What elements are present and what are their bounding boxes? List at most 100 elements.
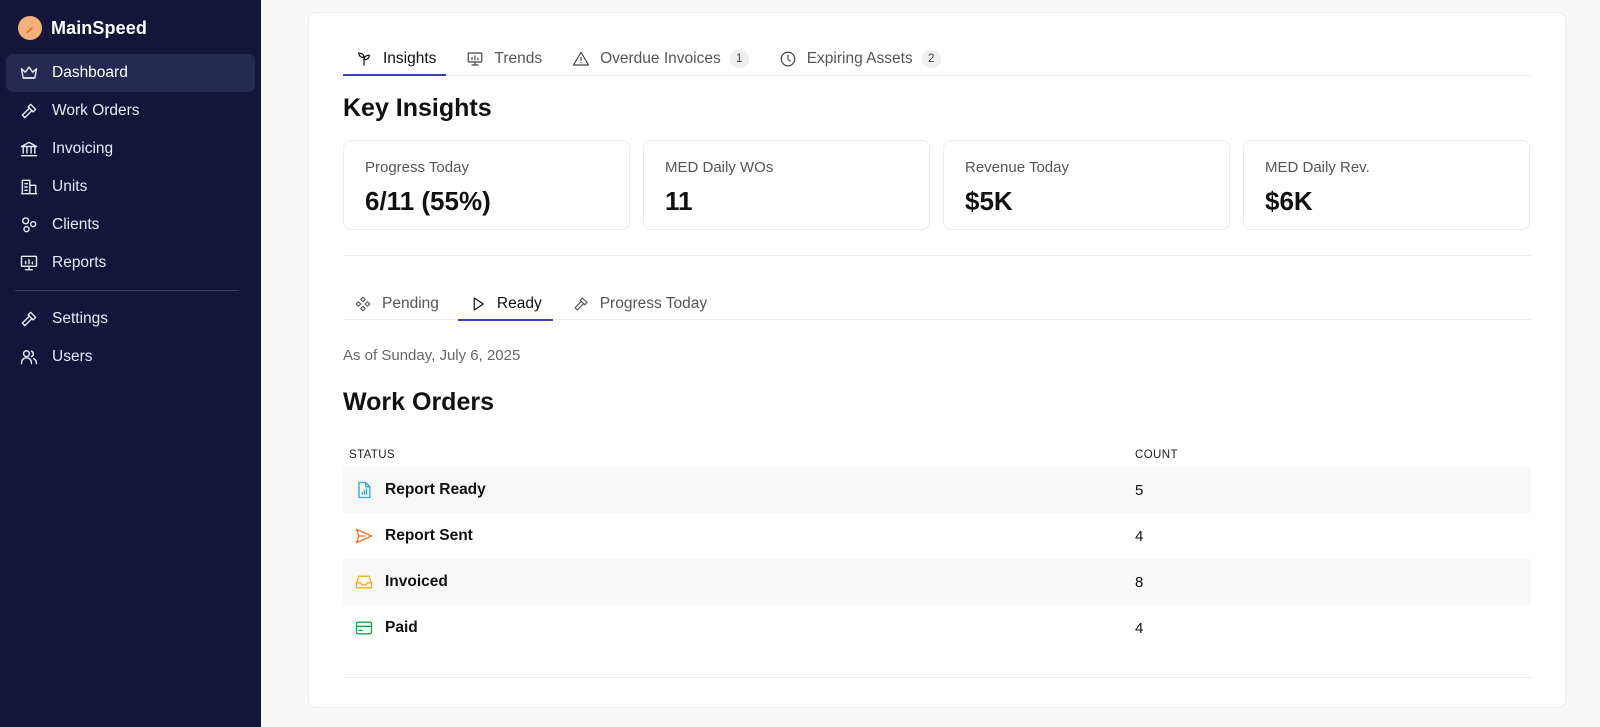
sidebar-nav-bottom: Settings Users: [0, 300, 261, 376]
subtab-label: Progress Today: [599, 294, 708, 312]
tab-label: Trends: [494, 50, 543, 67]
card-inner: Insights Trends Overdue Invoices 1 Expir…: [343, 13, 1531, 678]
status-cell: Invoiced: [343, 572, 1135, 592]
hammer-icon: [19, 309, 39, 329]
stat-value: $5K: [965, 186, 1013, 216]
section-divider: [343, 255, 1531, 256]
send-icon: [355, 528, 373, 544]
stat-value: $6K: [1265, 186, 1313, 216]
subtab-pending[interactable]: Pending: [343, 288, 450, 321]
subtab-progress-today[interactable]: Progress Today: [561, 288, 718, 321]
overdue-count-badge: 1: [729, 50, 749, 68]
stat-value: 6/11 (55%): [365, 186, 491, 216]
crown-icon: [19, 63, 39, 83]
stat-label: Progress Today: [365, 159, 469, 176]
table-row[interactable]: Invoiced 8: [343, 559, 1531, 605]
clock-icon: [780, 51, 796, 67]
status-cell: Paid: [343, 618, 1135, 638]
tab-label: Insights: [383, 50, 437, 67]
sidebar-item-label: Invoicing: [52, 140, 114, 157]
presentation-chart-icon: [468, 52, 483, 66]
stat-card-med-daily-wos: MED Daily WOs 11: [643, 140, 930, 230]
work-orders-table: STATUS COUNT Report Ready 5 Repor: [343, 443, 1531, 678]
tab-insights[interactable]: Insights: [343, 44, 447, 76]
sidebar-item-label: Dashboard: [52, 64, 128, 81]
status-label: Report Ready: [385, 481, 486, 498]
sidebar: MainSpeed Dashboard Work Orders Invoicin…: [0, 0, 261, 727]
sidebar-item-reports[interactable]: Reports: [6, 244, 255, 282]
work-orders-title: Work Orders: [343, 388, 494, 416]
sidebar-item-invoicing[interactable]: Invoicing: [6, 130, 255, 168]
key-insights-title: Key Insights: [343, 94, 492, 122]
count-cell: 5: [1135, 481, 1144, 499]
sidebar-nav: Dashboard Work Orders Invoicing Units: [0, 54, 261, 282]
sidebar-item-units[interactable]: Units: [6, 168, 255, 206]
expiring-count-badge: 2: [921, 50, 941, 68]
stat-label: MED Daily WOs: [665, 159, 774, 176]
stats-row: Progress Today 6/11 (55%) MED Daily WOs …: [343, 140, 1531, 230]
diamond-grid-icon: [355, 296, 371, 311]
tab-label: Expiring Assets: [806, 50, 913, 67]
stat-label: Revenue Today: [965, 159, 1069, 176]
count-cell: 4: [1135, 619, 1144, 637]
sidebar-item-settings[interactable]: Settings: [6, 300, 255, 338]
table-bottom-divider: [343, 677, 1531, 678]
sidebar-item-users[interactable]: Users: [6, 338, 255, 376]
status-cell: Report Sent: [343, 526, 1135, 546]
tab-label: Overdue Invoices: [600, 50, 721, 67]
status-label: Report Sent: [385, 527, 473, 544]
dashboard-card: Insights Trends Overdue Invoices 1 Expir…: [308, 12, 1566, 708]
table-row[interactable]: Report Ready 5: [343, 467, 1531, 513]
work-order-tabs: Pending Ready Progress Today: [343, 256, 1531, 321]
as-of-date: As of Sunday, July 6, 2025: [343, 347, 521, 364]
status-label: Paid: [385, 619, 418, 636]
status-label: Invoiced: [385, 573, 448, 590]
tab-overdue-invoices[interactable]: Overdue Invoices 1: [560, 44, 759, 76]
stat-card-revenue-today: Revenue Today $5K: [943, 140, 1230, 230]
hammer-icon: [574, 296, 588, 311]
tab-trends[interactable]: Trends: [454, 44, 552, 76]
sidebar-divider: [15, 290, 239, 291]
brand[interactable]: MainSpeed: [0, 14, 261, 42]
sidebar-item-label: Clients: [52, 216, 100, 233]
main-content: Insights Trends Overdue Invoices 1 Expir…: [261, 0, 1600, 727]
sidebar-item-label: Units: [52, 178, 88, 195]
table-header: STATUS COUNT: [343, 443, 1531, 467]
bank-icon: [19, 139, 39, 159]
status-cell: Report Ready: [343, 480, 1135, 500]
column-header-count: COUNT: [1135, 449, 1178, 461]
subtab-label: Pending: [382, 294, 439, 312]
brand-name: MainSpeed: [51, 17, 147, 38]
hammer-icon: [19, 101, 39, 121]
sidebar-item-label: Settings: [52, 310, 109, 327]
circles-icon: [19, 215, 39, 235]
users-icon: [19, 347, 39, 367]
lightning-logo-icon: [18, 16, 42, 40]
table-row[interactable]: Report Sent 4: [343, 513, 1531, 559]
file-chart-icon: [358, 481, 371, 499]
inbox-icon: [355, 575, 373, 589]
table-row[interactable]: Paid 4: [343, 605, 1531, 651]
sprout-icon: [358, 52, 370, 66]
stat-value: 11: [665, 186, 693, 216]
sidebar-item-dashboard[interactable]: Dashboard: [6, 54, 255, 92]
column-header-status: STATUS: [349, 449, 396, 461]
count-cell: 4: [1135, 527, 1144, 545]
stat-card-progress-today: Progress Today 6/11 (55%): [343, 140, 630, 230]
subtab-ready[interactable]: Ready: [457, 288, 553, 321]
top-tabs: Insights Trends Overdue Invoices 1 Expir…: [343, 13, 1531, 76]
sidebar-item-label: Users: [52, 348, 93, 365]
credit-card-icon: [355, 621, 373, 635]
warning-triangle-icon: [572, 51, 590, 66]
sidebar-item-label: Reports: [52, 254, 107, 271]
stat-card-med-daily-rev: MED Daily Rev. $6K: [1243, 140, 1530, 230]
sidebar-item-work-orders[interactable]: Work Orders: [6, 92, 255, 130]
subtab-label: Ready: [496, 294, 542, 312]
building-icon: [19, 177, 39, 197]
sidebar-item-clients[interactable]: Clients: [6, 206, 255, 244]
count-cell: 8: [1135, 573, 1144, 591]
play-icon: [473, 296, 484, 311]
sidebar-item-label: Work Orders: [52, 102, 140, 119]
tab-expiring-assets[interactable]: Expiring Assets 2: [767, 44, 951, 76]
